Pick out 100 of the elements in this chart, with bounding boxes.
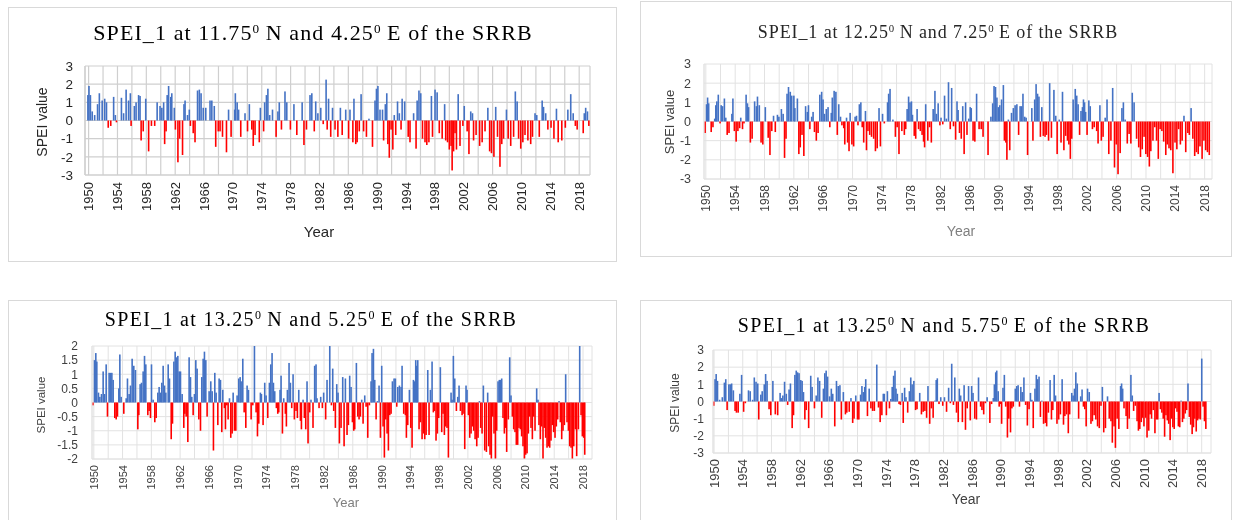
y-tick-label: -3: [693, 446, 705, 461]
x-tick-label: 2002: [1079, 459, 1095, 488]
x-tick-label: 1958: [145, 465, 158, 490]
x-tick-label: 1958: [138, 182, 154, 211]
x-tick-label: 2002: [461, 465, 474, 490]
x-tick-label: 2018: [1197, 184, 1212, 212]
y-tick-label: 1: [71, 367, 79, 382]
x-tick-label: 2014: [548, 465, 561, 490]
x-tick-label: 1982: [311, 182, 327, 211]
x-tick-label: 1978: [289, 465, 302, 490]
x-tick-label: 1978: [283, 182, 299, 211]
x-tick-label: 1990: [375, 465, 388, 490]
y-tick-label: 3: [65, 58, 73, 74]
y-tick-label: 0: [684, 114, 692, 129]
x-tick-label: 2014: [1165, 459, 1181, 488]
x-tick-label: 1958: [763, 459, 779, 488]
x-tick-label: 1950: [706, 459, 722, 488]
y-tick-label: -3: [60, 167, 73, 183]
x-tick-label: 1998: [433, 465, 446, 490]
x-tick-label: 2010: [1138, 184, 1153, 212]
x-tick-label: 1998: [427, 182, 443, 211]
x-tick-label: 2018: [1194, 459, 1210, 488]
x-tick-label: 1978: [904, 184, 919, 212]
y-tick-label: -0.5: [57, 409, 79, 424]
y-tick-label: 0.5: [61, 381, 79, 396]
x-tick-label: 1994: [1022, 459, 1038, 488]
x-tick-label: 2002: [456, 182, 472, 211]
x-tick-label: 1954: [116, 465, 129, 490]
x-axis-title: Year: [946, 223, 976, 240]
y-tick-label: -1: [693, 411, 705, 426]
x-tick-label: 1970: [225, 182, 241, 211]
x-tick-label: 1966: [196, 182, 212, 211]
x-tick-label: 1970: [845, 184, 860, 212]
x-tick-label: 1962: [167, 182, 183, 211]
chart-title: SPEI_1 at 11.75$^{0}$ N and 4.25$^{0}$ E of the SRRB: [93, 19, 533, 46]
y-tick-label: -1.5: [57, 438, 79, 453]
y-tick-label: 3: [684, 57, 692, 72]
x-tick-label: 1962: [792, 459, 808, 488]
y-tick-label: 1.5: [61, 353, 79, 368]
x-tick-label: 1962: [786, 184, 801, 212]
y-axis-title: SPEI value: [34, 87, 51, 157]
y-tick-label: 2: [71, 339, 79, 354]
y-axis-title: SPEI value: [661, 89, 678, 155]
x-tick-label: 2006: [490, 465, 503, 490]
x-tick-label: 1966: [202, 465, 215, 490]
x-axis-title: Year: [332, 494, 360, 511]
x-tick-label: 1986: [962, 184, 977, 212]
y-tick-label: 0: [697, 394, 705, 409]
y-tick-label: -1: [60, 131, 73, 147]
x-tick-label: 2002: [1080, 184, 1095, 212]
x-tick-label: 2010: [513, 182, 529, 211]
x-tick-label: 2006: [1109, 184, 1124, 212]
x-tick-label: 1998: [1050, 184, 1065, 212]
x-tick-label: 1982: [933, 184, 948, 212]
y-tick-label: 2: [65, 76, 73, 92]
x-tick-label: 2018: [571, 182, 587, 211]
x-tick-label: 1970: [849, 459, 865, 488]
x-axis-title: Year: [303, 222, 335, 241]
x-tick-label: 1982: [936, 459, 952, 488]
x-tick-label: 2010: [1136, 459, 1152, 488]
x-tick-label: 1966: [816, 184, 831, 212]
chart-title: SPEI_1 at 13.25$^{0}$ N and 5.25$^{0}$ E of the SRRB: [104, 308, 518, 330]
y-tick-label: 1: [65, 95, 73, 111]
y-tick-label: 0: [65, 113, 73, 129]
x-tick-label: 2014: [542, 182, 558, 211]
y-axis-title: SPEI value: [34, 376, 48, 434]
x-tick-label: 1986: [346, 465, 359, 490]
x-tick-label: 1974: [874, 184, 889, 212]
x-tick-label: 1994: [398, 182, 414, 211]
x-tick-label: 1966: [821, 459, 837, 488]
chart-title: SPEI_1 at 13.25$^{0}$ N and 5.75$^{0}$ E of the SRRB: [737, 314, 1151, 336]
x-tick-label: 1958: [757, 184, 772, 212]
x-tick-label: 1990: [369, 182, 385, 211]
x-tick-label: 1950: [698, 184, 713, 212]
x-tick-label: 1950: [81, 182, 97, 211]
x-tick-label: 1954: [728, 184, 743, 212]
x-axis-title: Year: [951, 491, 981, 508]
y-tick-label: 2: [697, 360, 705, 375]
y-tick-label: -1: [679, 134, 692, 149]
y-tick-label: -2: [60, 149, 73, 165]
x-tick-label: 1974: [254, 182, 270, 211]
chart-title: SPEI_1 at 12.25$^{0}$ N and 7.25$^{0}$ E of the SRRB: [757, 22, 1119, 43]
x-tick-label: 1994: [1021, 184, 1036, 212]
x-tick-label: 2006: [1108, 459, 1124, 488]
x-tick-label: 1974: [260, 465, 273, 490]
x-tick-label: 1954: [109, 182, 125, 211]
y-tick-label: 2: [684, 76, 692, 91]
x-tick-label: 1986: [340, 182, 356, 211]
x-tick-label: 1970: [231, 465, 244, 490]
y-tick-label: 3: [697, 343, 705, 358]
x-tick-label: 2006: [485, 182, 501, 211]
x-tick-label: 1998: [1050, 459, 1066, 488]
y-tick-label: -2: [67, 452, 79, 467]
x-tick-label: 2014: [1168, 184, 1183, 212]
y-tick-label: -3: [679, 172, 692, 187]
x-tick-label: 1994: [404, 465, 417, 490]
x-tick-label: 1974: [878, 459, 894, 488]
x-tick-label: 1982: [318, 465, 331, 490]
x-tick-label: 1978: [907, 459, 923, 488]
y-tick-label: 1: [684, 95, 692, 110]
